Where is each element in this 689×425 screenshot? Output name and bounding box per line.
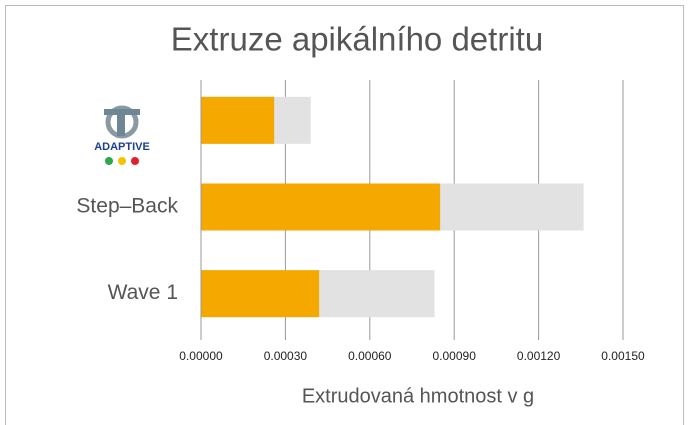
logo-shape [105,157,113,165]
y-tick-label: Step–Back [76,195,178,218]
logo [104,105,140,165]
x-tick-label: 0.00060 [348,349,392,363]
x-tick-label: 0.00000 [179,349,223,363]
frame [5,5,684,425]
x-tick-label: 0.00150 [601,349,645,363]
x-axis-label: Extrudovaná hmotnost v g [302,385,534,407]
x-tick-label: 0.00030 [264,349,308,363]
chart-title: Extruze apikálního detritu [171,21,543,58]
x-tick-label: 0.00120 [517,349,561,363]
logo-shape [117,112,125,136]
logo-shape [118,157,126,165]
y-tick-label: ADAPTIVE [94,141,150,153]
bar [201,183,441,231]
y-tick-label: Wave 1 [108,281,178,304]
logo-shape [131,157,139,165]
bar [201,96,275,144]
bar [201,270,320,318]
x-tick-label: 0.00090 [433,349,477,363]
